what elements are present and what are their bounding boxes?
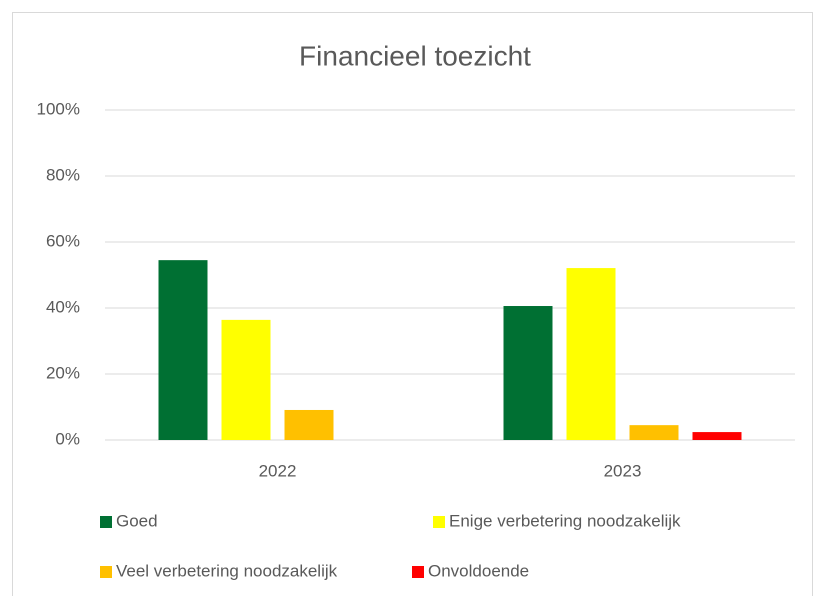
legend-swatch bbox=[100, 566, 112, 578]
bar bbox=[503, 306, 553, 440]
bar bbox=[284, 409, 334, 440]
legend-label: Goed bbox=[116, 511, 158, 530]
bar bbox=[566, 268, 616, 440]
legend-label: Enige verbetering noodzakelijk bbox=[449, 511, 681, 530]
y-tick-label: 20% bbox=[46, 363, 80, 382]
legend-label: Veel verbetering noodzakelijk bbox=[116, 561, 338, 580]
bar bbox=[158, 260, 208, 440]
x-tick-label: 2023 bbox=[604, 461, 642, 480]
chart-title: Financieel toezicht bbox=[299, 40, 531, 71]
bar bbox=[221, 319, 271, 440]
y-tick-label: 40% bbox=[46, 297, 80, 316]
y-tick-label: 100% bbox=[37, 99, 80, 118]
bar bbox=[692, 432, 742, 440]
y-tick-label: 60% bbox=[46, 231, 80, 250]
x-tick-label: 2022 bbox=[259, 461, 297, 480]
chart-frame bbox=[12, 12, 813, 596]
bar bbox=[629, 425, 679, 440]
y-tick-label: 80% bbox=[46, 165, 80, 184]
legend-swatch bbox=[433, 516, 445, 528]
legend-swatch bbox=[100, 516, 112, 528]
legend-swatch bbox=[412, 566, 424, 578]
legend-label: Onvoldoende bbox=[428, 561, 529, 580]
y-tick-label: 0% bbox=[55, 429, 80, 448]
